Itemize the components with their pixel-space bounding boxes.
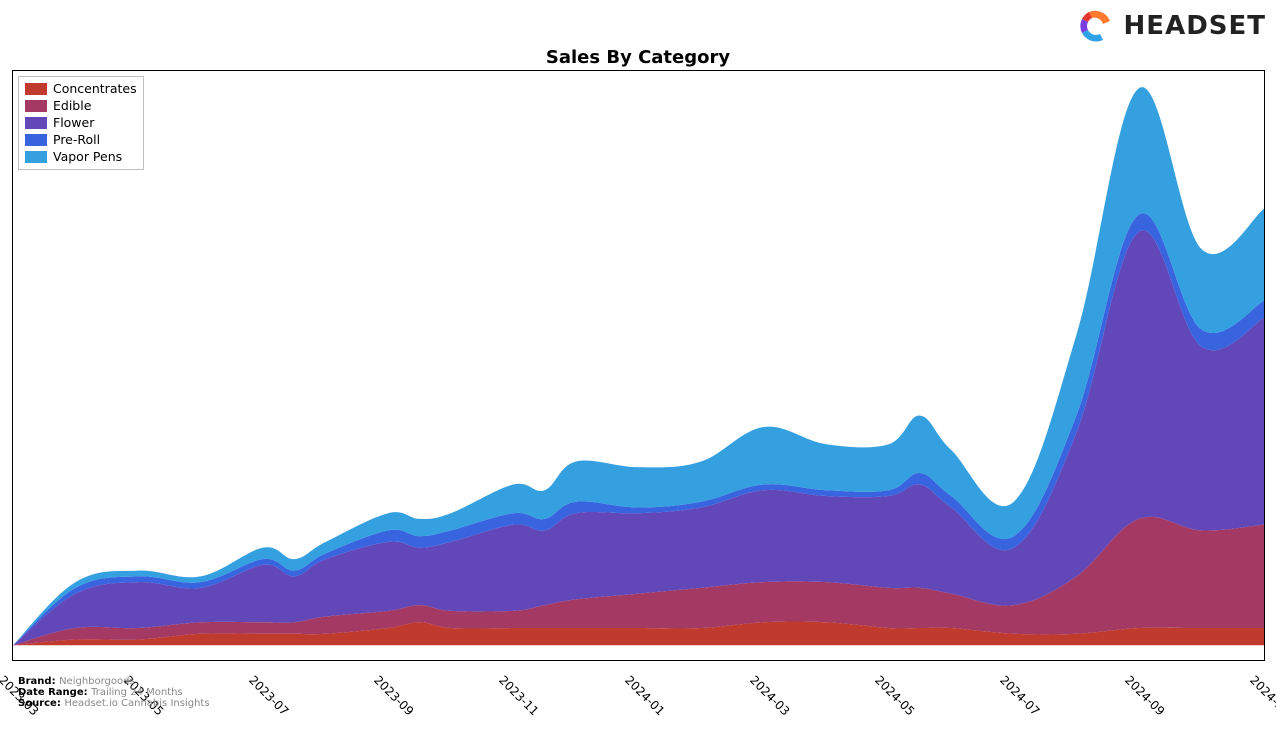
x-tick-label: 2024-03: [747, 673, 792, 718]
legend-label: Flower: [53, 115, 94, 132]
legend-label: Pre-Roll: [53, 132, 100, 149]
footer-line: Brand: Neighborgoods: [18, 676, 135, 687]
legend-item: Edible: [25, 98, 137, 115]
footer-line: Date Range: Trailing 24 Months: [18, 687, 183, 698]
x-tick-label: 2024-05: [872, 673, 917, 718]
x-tick-label: 2023-07: [246, 673, 291, 718]
legend-swatch: [25, 83, 47, 95]
chart-plot-area: [12, 70, 1265, 661]
legend-item: Vapor Pens: [25, 149, 137, 166]
legend-item: Flower: [25, 115, 137, 132]
legend-label: Concentrates: [53, 81, 137, 98]
legend-swatch: [25, 117, 47, 129]
footer-label: Date Range:: [18, 687, 91, 698]
x-tick-label: 2024-09: [1122, 673, 1167, 718]
x-tick-label: 2023-09: [371, 673, 416, 718]
x-tick-label: 2024-07: [997, 673, 1042, 718]
brand-logo-text: HEADSET: [1124, 11, 1266, 41]
footer-line: Source: Headset.io Cannabis Insights: [18, 698, 210, 709]
brand-logo: HEADSET: [1076, 6, 1266, 46]
legend-swatch: [25, 134, 47, 146]
headset-logo-icon: [1076, 6, 1116, 46]
x-tick-label: 2023-11: [496, 673, 541, 718]
footer-value: Headset.io Cannabis Insights: [64, 698, 209, 709]
footer-label: Source:: [18, 698, 64, 709]
stacked-area-svg: [13, 71, 1264, 660]
x-tick-label: 2024-01: [622, 673, 667, 718]
footer-value: Trailing 24 Months: [91, 687, 183, 698]
legend-item: Concentrates: [25, 81, 137, 98]
footer-label: Brand:: [18, 676, 59, 687]
footer-value: Neighborgoods: [59, 676, 135, 687]
chart-title: Sales By Category: [0, 47, 1276, 68]
legend-swatch: [25, 100, 47, 112]
legend-label: Vapor Pens: [53, 149, 122, 166]
x-tick-label: 2024-11: [1247, 673, 1276, 718]
legend-item: Pre-Roll: [25, 132, 137, 149]
chart-legend: ConcentratesEdibleFlowerPre-RollVapor Pe…: [18, 76, 144, 170]
legend-swatch: [25, 151, 47, 163]
legend-label: Edible: [53, 98, 91, 115]
